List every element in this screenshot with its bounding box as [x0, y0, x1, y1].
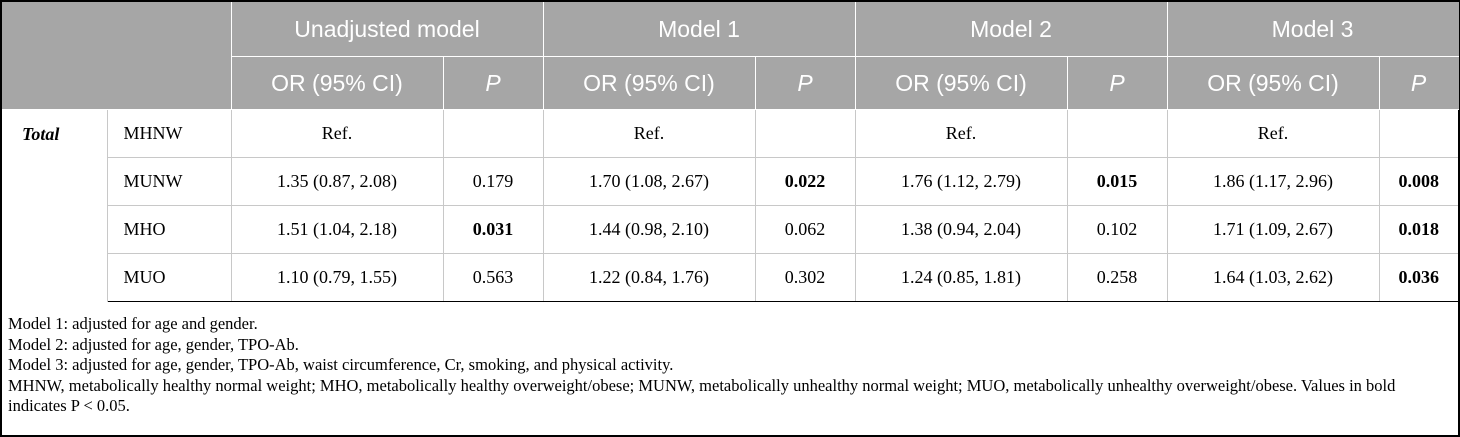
table-cell: 1.24 (0.85, 1.81) [855, 253, 1068, 302]
table-cell: Ref. [543, 109, 756, 158]
table-cell: 0.018 [1379, 205, 1459, 254]
header-group-unadjusted: Unadjusted model [231, 2, 544, 57]
header-p: P [1379, 56, 1459, 110]
header-group-model2: Model 2 [855, 2, 1168, 57]
table-cell: 0.036 [1379, 253, 1459, 302]
table-cell: 0.031 [443, 205, 544, 254]
table-cell: 0.015 [1067, 157, 1168, 206]
table-cell: Ref. [231, 109, 444, 158]
footnote-model2: Model 2: adjusted for age, gender, TPO-A… [8, 334, 299, 354]
table-cell: 0.302 [755, 253, 856, 302]
table-cell: Ref. [1167, 109, 1380, 158]
header-group-model1: Model 1 [543, 2, 856, 57]
group-label: Total [2, 109, 108, 302]
table-cell: 1.44 (0.98, 2.10) [543, 205, 756, 254]
table-cell [1379, 109, 1459, 158]
table-cell [755, 109, 856, 158]
table-cell: 0.179 [443, 157, 544, 206]
table-row: MUNW 1.35 (0.87, 2.08) 0.179 1.70 (1.08,… [2, 157, 1459, 206]
footnote-model1: Model 1: adjusted for age and gender. [8, 314, 258, 333]
table-cell: 1.10 (0.79, 1.55) [231, 253, 444, 302]
row-label: MHNW [107, 109, 232, 158]
table-cell: 1.64 (1.03, 2.62) [1167, 253, 1380, 302]
table-footnotes: Model 1: adjusted for age and gender. Mo… [8, 314, 1456, 417]
table-row: MHO 1.51 (1.04, 2.18) 0.031 1.44 (0.98, … [2, 205, 1459, 254]
table-cell: 1.70 (1.08, 2.67) [543, 157, 756, 206]
table-cell: 1.71 (1.09, 2.67) [1167, 205, 1380, 254]
header-or: OR (95% CI) [543, 56, 756, 110]
table-row: Total MHNW Ref. Ref. Ref. Ref. [2, 109, 1459, 302]
header-p: P [755, 56, 856, 110]
row-label: MUO [107, 253, 232, 302]
table-cell: 1.38 (0.94, 2.04) [855, 205, 1068, 254]
header-or: OR (95% CI) [1167, 56, 1380, 110]
table-cell: 0.062 [755, 205, 856, 254]
table-cell: 0.258 [1067, 253, 1168, 302]
table-header: Unadjusted model Model 1 Model 2 Model 3… [2, 2, 1459, 110]
table-cell [443, 109, 544, 158]
table-cell: 1.22 (0.84, 1.76) [543, 253, 756, 302]
table-cell: 0.022 [755, 157, 856, 206]
table-cell: 1.86 (1.17, 2.96) [1167, 157, 1380, 206]
footnote-abbreviations: MHNW, metabolically healthy normal weigh… [8, 375, 1396, 416]
table-row: MUO 1.10 (0.79, 1.55) 0.563 1.22 (0.84, … [2, 253, 1459, 302]
table-cell: 0.563 [443, 253, 544, 302]
row-label: MUNW [107, 157, 232, 206]
footnote-model3: Model 3: adjusted for age, gender, TPO-A… [8, 355, 674, 374]
results-table: Unadjusted model Model 1 Model 2 Model 3… [2, 2, 1459, 302]
table-cell: 1.76 (1.12, 2.79) [855, 157, 1068, 206]
header-or: OR (95% CI) [855, 56, 1068, 110]
header-p: P [443, 56, 544, 110]
table-cell: 0.102 [1067, 205, 1168, 254]
table-body: Total MHNW Ref. Ref. Ref. Ref. MUNW 1.35… [2, 109, 1459, 302]
row-label: MHO [107, 205, 232, 254]
table-cell: 0.008 [1379, 157, 1459, 206]
header-or: OR (95% CI) [231, 56, 444, 110]
table-cell: Ref. [855, 109, 1068, 158]
header-p: P [1067, 56, 1168, 110]
header-corner [2, 2, 232, 110]
table-cell: 1.35 (0.87, 2.08) [231, 157, 444, 206]
table-cell [1067, 109, 1168, 158]
table-cell: 1.51 (1.04, 2.18) [231, 205, 444, 254]
header-group-model3: Model 3 [1167, 2, 1459, 57]
